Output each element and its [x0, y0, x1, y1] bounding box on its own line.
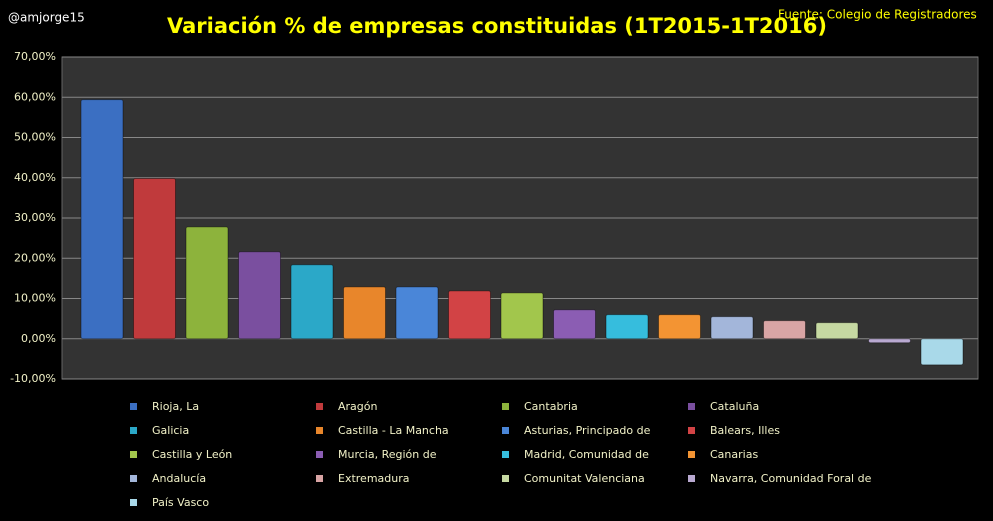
legend-label: Castilla - La Mancha: [338, 424, 449, 437]
chart-title: Variación % de empresas constituidas (1T…: [167, 14, 827, 38]
legend-label: Asturias, Principado de: [524, 424, 651, 437]
bar: [710, 316, 754, 340]
legend-label: Cataluña: [710, 400, 759, 413]
source: Fuente: Colegio de Registradores: [778, 8, 977, 22]
legend-swatch: [316, 427, 323, 434]
legend-swatch: [130, 403, 137, 410]
legend-label: Extremadura: [338, 472, 410, 485]
bar: [238, 251, 281, 340]
legend-swatch: [688, 475, 695, 482]
legend-label: Madrid, Comunidad de: [524, 448, 649, 461]
legend-label: Rioja, La: [152, 400, 199, 413]
legend-swatch: [130, 499, 137, 506]
bar: [920, 338, 964, 366]
legend-label: Navarra, Comunidad Foral de: [710, 472, 872, 485]
bar: [763, 320, 806, 340]
y-tick-label: 40,00%: [14, 171, 56, 184]
legend-label: Castilla y León: [152, 448, 232, 461]
legend-swatch: [502, 427, 509, 434]
bar: [605, 314, 649, 340]
y-tick-label: 70,00%: [14, 50, 56, 63]
legend-label: Galicia: [152, 424, 189, 437]
legend-swatch: [316, 451, 323, 458]
legend-label: Cantabria: [524, 400, 578, 413]
legend-swatch: [316, 403, 323, 410]
bar: [553, 309, 596, 340]
legend-swatch: [316, 475, 323, 482]
legend-swatch: [502, 403, 509, 410]
y-tick-label: 30,00%: [14, 211, 56, 224]
legend-swatch: [130, 451, 137, 458]
legend-swatch: [688, 403, 695, 410]
bar: [290, 264, 334, 340]
legend-swatch: [688, 451, 695, 458]
legend-swatch: [502, 451, 509, 458]
y-tick-label: 60,00%: [14, 90, 56, 103]
bar: [658, 314, 701, 340]
bar: [500, 292, 544, 340]
legend-label: Murcia, Región de: [338, 448, 437, 461]
y-tick-label: 0,00%: [21, 332, 56, 345]
legend-label: País Vasco: [152, 496, 209, 509]
handle: @amjorge15: [8, 11, 85, 25]
y-tick-label: 10,00%: [14, 292, 56, 305]
bar: [343, 286, 386, 340]
legend-label: Canarias: [710, 448, 758, 461]
y-tick-label: 20,00%: [14, 251, 56, 264]
legend-label: Aragón: [338, 400, 378, 413]
bar: [448, 290, 491, 340]
legend-swatch: [130, 475, 137, 482]
y-tick-label: 50,00%: [14, 131, 56, 144]
legend-label: Balears, Illes: [710, 424, 780, 437]
legend-swatch: [502, 475, 509, 482]
bar: [395, 286, 439, 340]
y-tick-label: -10,00%: [10, 372, 56, 385]
legend-label: Comunitat Valenciana: [524, 472, 645, 485]
legend-swatch: [688, 427, 695, 434]
bar: [80, 99, 124, 340]
bar: [133, 178, 176, 340]
bar: [185, 226, 229, 340]
legend-swatch: [130, 427, 137, 434]
legend-label: Andalucía: [152, 472, 206, 485]
bar: [815, 322, 859, 340]
bar: [868, 338, 911, 344]
